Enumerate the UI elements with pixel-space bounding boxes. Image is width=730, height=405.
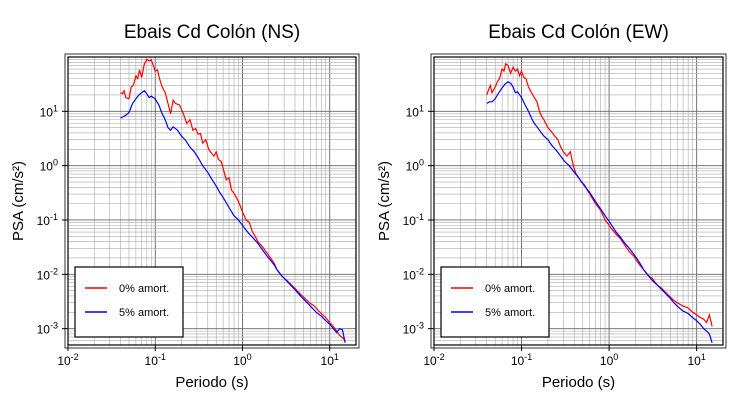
- x-tick-label: 100: [600, 352, 618, 368]
- x-axis-label: Periodo (s): [542, 374, 615, 391]
- legend: 0% amort. 5% amort.: [440, 266, 550, 338]
- plot-frame: [433, 56, 724, 346]
- x-tick-label: 10-2: [57, 352, 78, 368]
- chart-panel-ew: 10-2 10-1 100 101 10-3 10-2 10-1 100 101 Ebais Cd…: [376, 22, 727, 391]
- y-tick-label: 101: [40, 103, 58, 119]
- y-axis-label: PSA (cm/s²): [10, 161, 27, 241]
- legend-label: 0% amort.: [119, 283, 169, 295]
- chart-title: Ebais Cd Colón (EW): [488, 22, 669, 43]
- y-tick-label: 101: [406, 103, 424, 119]
- chart-title: Ebais Cd Colón (NS): [124, 22, 300, 43]
- y-axis-label: PSA (cm/s²): [376, 161, 393, 241]
- y-tick-label: 10-3: [37, 321, 58, 337]
- y-tick-label: 100: [40, 158, 58, 174]
- x-tick-label: 100: [233, 352, 251, 368]
- legend-label: 5% amort.: [119, 307, 169, 319]
- x-axis-label: Periodo (s): [175, 374, 248, 391]
- y-tick-label: 100: [406, 158, 424, 174]
- legend-box: [74, 266, 184, 338]
- y-tick-label: 10-2: [37, 266, 58, 282]
- chart-panel-ns: 10-2 10-1 100 101 10-3 10-2 10-1 100 101 Ebais Cd…: [10, 22, 360, 391]
- legend-box: [440, 266, 550, 338]
- plot-frame-outer: [64, 53, 360, 349]
- y-tick-label: 10-2: [403, 266, 424, 282]
- x-tick-label: 10-1: [145, 352, 166, 368]
- x-tick-label: 101: [687, 352, 705, 368]
- y-tick-label: 10-1: [37, 212, 58, 228]
- plot-frame: [67, 56, 357, 346]
- y-tick-label: 10-3: [403, 321, 424, 337]
- legend-label: 5% amort.: [485, 307, 535, 319]
- y-tick-label: 10-1: [403, 212, 424, 228]
- legend-label: 0% amort.: [485, 283, 535, 295]
- x-tick-label: 101: [321, 352, 339, 368]
- series-line-amort-5: [486, 81, 713, 343]
- series-line-amort-5: [120, 89, 346, 343]
- series-line-amort-0: [120, 58, 346, 342]
- x-tick-label: 10-1: [511, 352, 532, 368]
- plot-frame-outer: [430, 53, 727, 349]
- legend: 0% amort. 5% amort.: [74, 266, 184, 338]
- x-tick-label: 10-2: [423, 352, 444, 368]
